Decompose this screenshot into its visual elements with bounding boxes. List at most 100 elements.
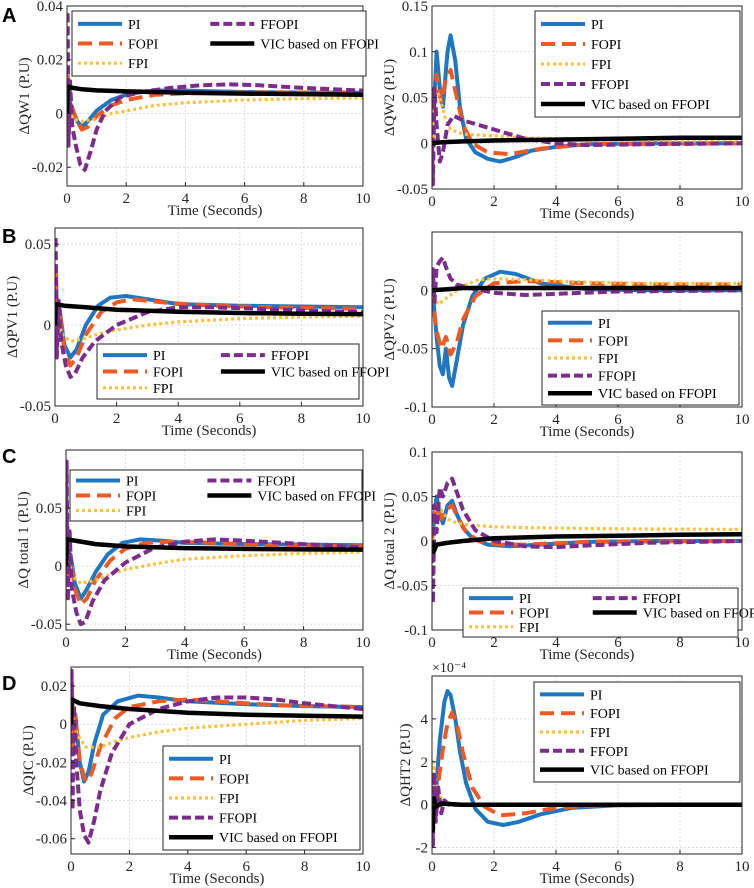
y-tick-label: 0 [60,717,68,733]
legend-label-pi: PI [519,592,532,607]
x-tick-label: 2 [126,859,134,875]
y-exponent-label: ×10⁻⁴ [432,661,466,676]
y-tick-label: 0.02 [37,53,63,69]
panel-letter-d: D [2,673,16,695]
y-axis-label: ΔQ total 1 (P.U) [16,491,32,588]
x-axis-label: Time (Seconds) [162,423,257,439]
x-tick-label: 4 [181,635,189,651]
x-tick-label: 0 [428,412,436,428]
axes-frame [66,5,364,187]
legend-label-ffopi: FFOPI [257,475,295,490]
legend-label-ffopi: FFOPI [219,812,257,827]
x-tick-label: 6 [242,859,250,875]
x-tick-label: 4 [552,859,560,875]
x-tick-label: 0 [428,194,436,210]
legend-label-fpi: FPI [153,382,174,397]
x-tick-label: 10 [356,411,371,427]
legend-label-vic-based-on-ffopi: VIC based on FFOPI [591,98,710,113]
x-tick-label: 2 [490,635,498,651]
axes-frame [431,675,743,855]
legend-label-fpi: FPI [590,726,611,741]
x-tick-label: 8 [676,412,684,428]
y-tick-label: 2 [421,755,429,771]
x-tick-label: 0 [63,191,71,207]
x-tick-label: 10 [735,859,750,875]
y-tick-label: -0.1 [404,623,428,639]
x-tick-label: 6 [241,191,249,207]
y-axis-label: ΔQIC (P.U) [21,725,37,795]
series-line-ffopi [432,476,742,606]
x-tick-label: 8 [300,635,308,651]
x-axis-label: Time (Seconds) [170,871,265,887]
y-axis-label: ΔQHT2 (P.U) [398,724,414,807]
x-tick-label: 0 [67,859,75,875]
legend-label-vic-based-on-ffopi: VIC based on FFOPI [260,38,379,53]
x-tick-label: 10 [356,191,371,207]
x-axis-label: Time (Seconds) [168,203,263,219]
legend-label-vic-based-on-ffopi: VIC based on FFOPI [257,490,376,505]
x-tick-label: 8 [676,859,684,875]
x-tick-label: 6 [240,635,248,651]
series-line-vic-based-on-ffopi [432,795,742,833]
x-tick-label: 10 [356,859,371,875]
y-tick-label: 0.02 [41,679,67,695]
y-tick-label: 0.05 [25,237,51,253]
series-line-fpi [432,277,742,306]
y-tick-label: 4 [421,712,429,728]
legend-label-fopi: FOPI [591,38,622,53]
panel-letter-a: A [2,5,16,27]
series-line-vic-based-on-ffopi [71,697,363,725]
series-group [432,689,742,848]
series-group [432,476,742,606]
y-tick-label: -0.05 [397,342,428,358]
y-axis-label: ΔQ total 2 (P.U) [382,492,398,589]
legend-label-fopi: FOPI [128,38,159,53]
y-tick-label: 0.1 [409,445,428,461]
y-tick-label: -0.06 [36,832,68,848]
y-tick-label: 0.05 [36,501,62,517]
x-axis-label: Time (Seconds) [167,647,262,663]
y-tick-label: 0 [421,283,429,299]
y-tick-label: 0.04 [37,0,64,15]
legend-label-fopi: FOPI [126,490,157,505]
chart-d-left: 0 2 4 6 8 10 -0.06 -0.04 -0.02 0 0.02 Time (Seconds… [21,666,371,887]
legend-label-pi: PI [126,475,139,490]
x-tick-label: 4 [552,635,560,651]
x-tick-label: 8 [676,635,684,651]
x-tick-label: 0 [51,411,59,427]
y-tick-label: 0.1 [409,45,428,61]
x-tick-label: 6 [236,411,244,427]
series-line-ffopi [432,86,742,187]
legend-label-fpi: FPI [126,505,147,520]
x-axis-label: Time (Seconds) [540,206,635,222]
legend-label-fopi: FOPI [219,772,250,787]
legend-label-fpi: FPI [519,621,540,636]
x-tick-label: 4 [552,412,560,428]
x-tick-label: 0 [428,859,436,875]
y-tick-label: 0 [421,798,429,814]
legend-label-fpi: FPI [591,58,612,73]
series-line-fpi [55,307,363,343]
legend-label-fopi: FOPI [153,366,184,381]
legend-label-fopi: FOPI [519,607,550,622]
y-tick-label: -0.05 [397,579,428,595]
x-tick-label: 6 [614,194,622,210]
y-tick-label: -0.1 [404,400,428,416]
y-tick-label: -0.05 [20,399,51,415]
x-tick-label: 10 [356,635,371,651]
legend-box [534,10,741,118]
x-tick-label: 2 [113,411,121,427]
series-line-vic-based-on-ffopi [67,84,363,114]
y-axis-label: ΔQW2 (P.U) [382,59,398,136]
legend-label-fopi: FOPI [598,334,629,349]
legend-label-fpi: FPI [598,352,619,367]
x-tick-label: 6 [614,412,622,428]
x-tick-label: 8 [301,859,309,875]
